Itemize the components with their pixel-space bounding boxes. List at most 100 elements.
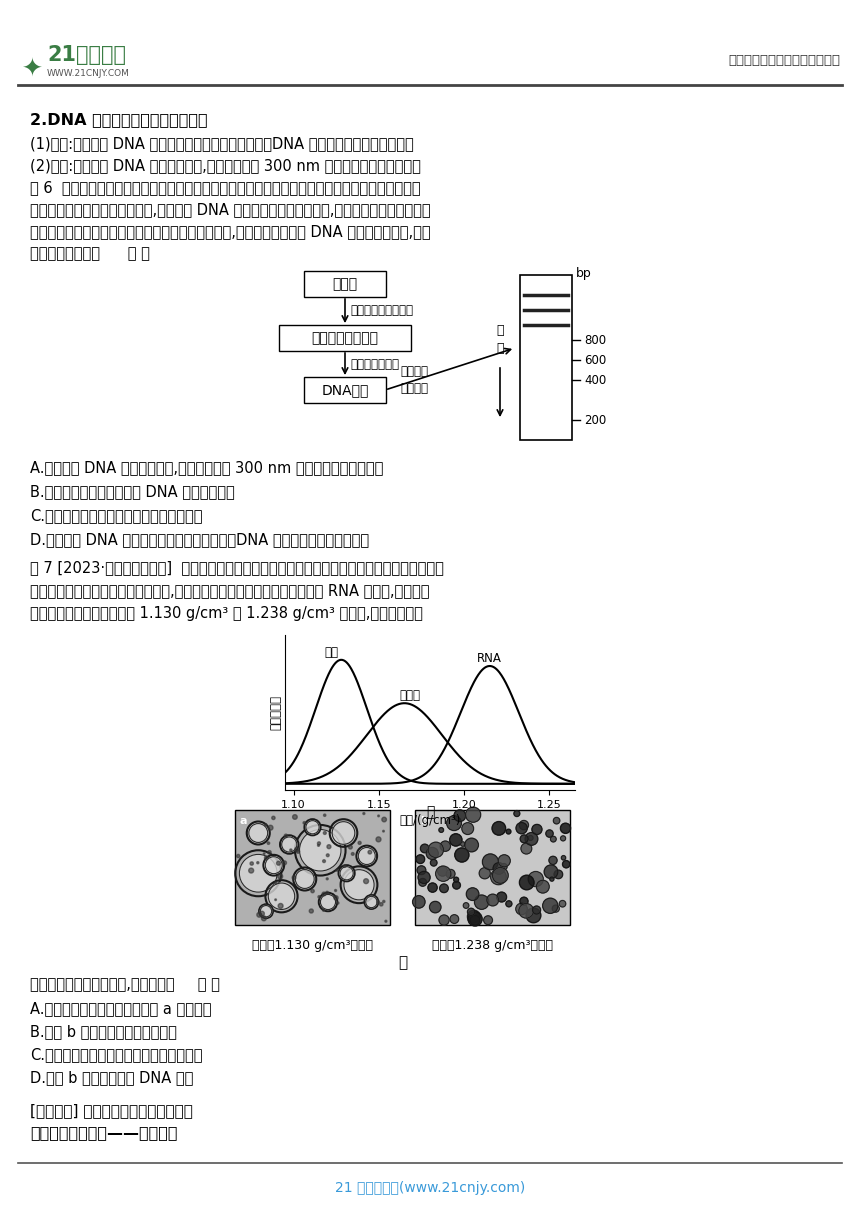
Circle shape bbox=[366, 896, 377, 907]
Circle shape bbox=[468, 912, 482, 927]
Text: [归纳总结] 教材实验中用到的其他方法: [归纳总结] 教材实验中用到的其他方法 bbox=[30, 1103, 193, 1118]
Circle shape bbox=[257, 862, 259, 863]
Circle shape bbox=[322, 860, 325, 862]
Text: 例 7 [2023·北京海淀区二模]  通过差速离心法从大鼠肝脏中分离得到破碎的质膜和呈小泡状的内质: 例 7 [2023·北京海淀区二模] 通过差速离心法从大鼠肝脏中分离得到破碎的质… bbox=[30, 561, 444, 575]
Circle shape bbox=[268, 826, 273, 831]
Circle shape bbox=[464, 902, 469, 908]
Circle shape bbox=[383, 900, 385, 902]
Text: A.质膜和光面内质网主要在图乙 a 的组分中: A.质膜和光面内质网主要在图乙 a 的组分中 bbox=[30, 1001, 212, 1017]
Circle shape bbox=[521, 843, 531, 854]
Circle shape bbox=[562, 856, 566, 860]
Circle shape bbox=[561, 835, 566, 841]
Circle shape bbox=[261, 916, 267, 921]
Text: b: b bbox=[420, 816, 428, 826]
FancyBboxPatch shape bbox=[520, 275, 572, 440]
Circle shape bbox=[439, 828, 444, 832]
Circle shape bbox=[292, 815, 298, 820]
Y-axis label: 含量相对值: 含量相对值 bbox=[269, 696, 282, 730]
FancyBboxPatch shape bbox=[304, 377, 386, 402]
Circle shape bbox=[265, 857, 282, 873]
Text: WWW.21CNJY.COM: WWW.21CNJY.COM bbox=[47, 68, 130, 78]
Circle shape bbox=[326, 891, 329, 894]
Circle shape bbox=[519, 821, 529, 829]
Circle shape bbox=[368, 850, 372, 854]
Circle shape bbox=[336, 869, 338, 871]
Circle shape bbox=[334, 896, 338, 900]
Circle shape bbox=[322, 910, 325, 911]
Text: 分离绿叶中的色素——纸层析法: 分离绿叶中的色素——纸层析法 bbox=[30, 1125, 177, 1141]
Circle shape bbox=[525, 833, 538, 845]
FancyBboxPatch shape bbox=[279, 325, 411, 351]
Circle shape bbox=[363, 812, 365, 815]
Text: 800: 800 bbox=[584, 333, 606, 347]
Circle shape bbox=[318, 896, 321, 899]
Circle shape bbox=[501, 863, 507, 869]
Circle shape bbox=[482, 854, 498, 869]
Text: D.在凝胶中 DNA 分子的迁移速率与凝胶浓度、DNA 分子的大小和构象等有关: D.在凝胶中 DNA 分子的迁移速率与凝胶浓度、DNA 分子的大小和构象等有关 bbox=[30, 533, 369, 547]
Text: 除去染色质蛋白: 除去染色质蛋白 bbox=[350, 358, 399, 371]
Text: 部分水解的染色质: 部分水解的染色质 bbox=[311, 331, 378, 345]
Circle shape bbox=[493, 867, 508, 883]
Text: 非特异性核酸酶处理: 非特异性核酸酶处理 bbox=[350, 304, 413, 317]
Circle shape bbox=[343, 865, 346, 867]
Circle shape bbox=[462, 823, 474, 834]
Circle shape bbox=[528, 835, 533, 840]
Circle shape bbox=[267, 841, 270, 844]
Text: 600: 600 bbox=[584, 354, 606, 366]
Circle shape bbox=[514, 811, 519, 816]
Text: 甲。在显微镜下观察密度为 1.130 g/cm³ 和 1.238 g/cm³ 的组分,结果如图乙。: 甲。在显微镜下观察密度为 1.130 g/cm³ 和 1.238 g/cm³ 的… bbox=[30, 606, 423, 621]
Text: D.图乙 b 的组分中含有 DNA 分子: D.图乙 b 的组分中含有 DNA 分子 bbox=[30, 1070, 194, 1085]
Circle shape bbox=[519, 897, 528, 906]
Circle shape bbox=[278, 874, 283, 879]
Circle shape bbox=[322, 893, 326, 896]
Circle shape bbox=[272, 816, 275, 820]
Circle shape bbox=[323, 832, 326, 834]
Circle shape bbox=[439, 914, 449, 925]
Circle shape bbox=[446, 869, 455, 878]
Circle shape bbox=[295, 848, 299, 851]
Circle shape bbox=[465, 807, 481, 822]
Circle shape bbox=[450, 914, 458, 923]
Circle shape bbox=[274, 882, 277, 884]
Text: 有关叙述错误的是      （ ）: 有关叙述错误的是 （ ） bbox=[30, 246, 150, 261]
Circle shape bbox=[559, 901, 566, 907]
Circle shape bbox=[290, 849, 292, 851]
Circle shape bbox=[416, 855, 425, 863]
Circle shape bbox=[546, 829, 553, 838]
Circle shape bbox=[493, 862, 505, 874]
Circle shape bbox=[468, 911, 480, 923]
Circle shape bbox=[439, 884, 448, 893]
Circle shape bbox=[483, 916, 493, 924]
Text: 电
泳: 电 泳 bbox=[496, 325, 504, 355]
Circle shape bbox=[385, 921, 387, 922]
Circle shape bbox=[428, 843, 444, 857]
Circle shape bbox=[263, 852, 265, 855]
Circle shape bbox=[323, 814, 326, 816]
Circle shape bbox=[344, 869, 374, 900]
Circle shape bbox=[429, 901, 441, 913]
Circle shape bbox=[292, 876, 296, 879]
Text: 甲: 甲 bbox=[426, 805, 434, 820]
Circle shape bbox=[492, 822, 506, 835]
Circle shape bbox=[550, 877, 554, 882]
Text: 乙: 乙 bbox=[398, 955, 407, 970]
Circle shape bbox=[379, 902, 383, 906]
Text: 例 6  染色质是以一定长度的核小体为基本单位构成的。将大鼠肝细胞中分离出的染色质用非特异性: 例 6 染色质是以一定长度的核小体为基本单位构成的。将大鼠肝细胞中分离出的染色质… bbox=[30, 180, 421, 195]
Circle shape bbox=[257, 912, 261, 917]
Text: 网。通过密度梯度离心法进一步分离,测定不同密度的组分中磷脂、蛋白质和 RNA 的含量,结果如图: 网。通过密度梯度离心法进一步分离,测定不同密度的组分中磷脂、蛋白质和 RNA 的… bbox=[30, 582, 429, 598]
Circle shape bbox=[479, 868, 490, 879]
Circle shape bbox=[544, 865, 558, 879]
Circle shape bbox=[466, 888, 479, 900]
Circle shape bbox=[310, 908, 313, 913]
Circle shape bbox=[260, 911, 264, 916]
Circle shape bbox=[378, 815, 379, 817]
Circle shape bbox=[447, 873, 452, 877]
Circle shape bbox=[498, 855, 510, 867]
Circle shape bbox=[249, 823, 267, 843]
Circle shape bbox=[249, 868, 254, 873]
Text: (2)鉴定:凝胶中的 DNA 分子通过染色,可以在波长为 300 nm 的紫外灯下被检测出来。: (2)鉴定:凝胶中的 DNA 分子通过染色,可以在波长为 300 nm 的紫外灯… bbox=[30, 158, 421, 173]
Circle shape bbox=[526, 908, 541, 923]
Circle shape bbox=[332, 822, 355, 844]
Circle shape bbox=[348, 845, 353, 849]
Circle shape bbox=[528, 872, 544, 886]
